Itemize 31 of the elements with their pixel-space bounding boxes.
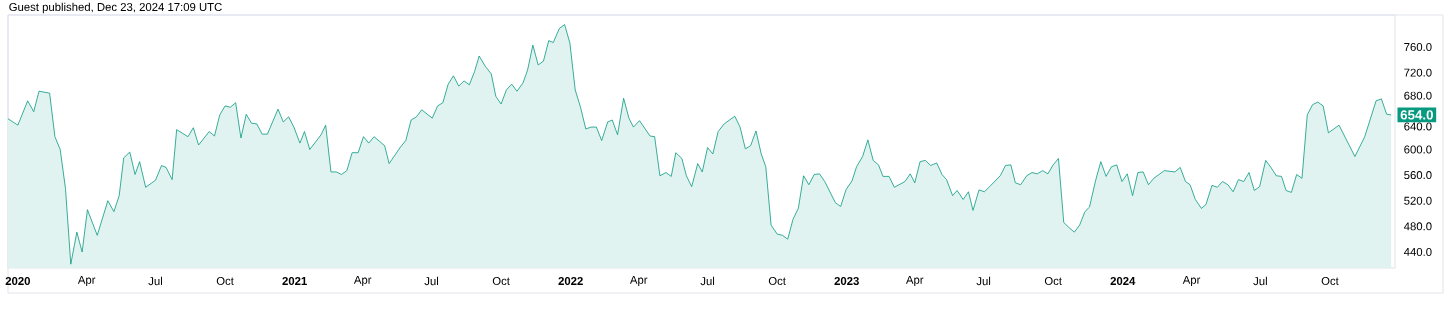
y-tick-label: 600.0 [1404, 145, 1432, 154]
x-tick-label: Apr [1182, 275, 1201, 287]
x-tick-label: Apr [629, 275, 648, 287]
x-tick-label: Jul [1253, 276, 1267, 286]
x-tick-label: Jul [424, 276, 438, 286]
x-tick-label: Oct [1321, 276, 1339, 285]
x-tick-label: Apr [353, 275, 372, 287]
x-tick-label: 2020 [5, 276, 30, 285]
x-tick-label: 2022 [558, 276, 583, 285]
x-tick-label: 2023 [834, 276, 859, 285]
x-tick-label: Jul [976, 276, 991, 286]
x-tick-label: 2024 [1110, 276, 1136, 285]
x-tick-label: Oct [768, 276, 786, 285]
x-tick-label: Apr [77, 275, 96, 287]
y-tick-label: 720.0 [1404, 68, 1432, 77]
x-tick-label: Oct [216, 276, 234, 285]
y-tick-label: 760.0 [1404, 43, 1432, 52]
x-tick-label: Apr [905, 275, 924, 287]
y-tick-label: 640.0 [1404, 122, 1432, 131]
y-tick-label: 560.0 [1404, 171, 1432, 180]
y-tick-label: 440.0 [1403, 247, 1432, 256]
y-tick-label: 520.0 [1404, 196, 1432, 205]
x-tick-label: Jul [700, 276, 715, 286]
annotation: 654.0 [1400, 110, 1433, 120]
x-tick-label: 2021 [282, 276, 307, 285]
x-tick-label: Oct [492, 276, 510, 285]
x-tick-label: Oct [1044, 276, 1062, 285]
text: Guest published, Dec 23, 2024 17:09 UTC [9, 2, 222, 14]
y-tick-label: 480.0 [1403, 222, 1432, 231]
x-tick-label: Jul [148, 276, 162, 286]
y-tick-label: 680.0 [1404, 91, 1432, 100]
